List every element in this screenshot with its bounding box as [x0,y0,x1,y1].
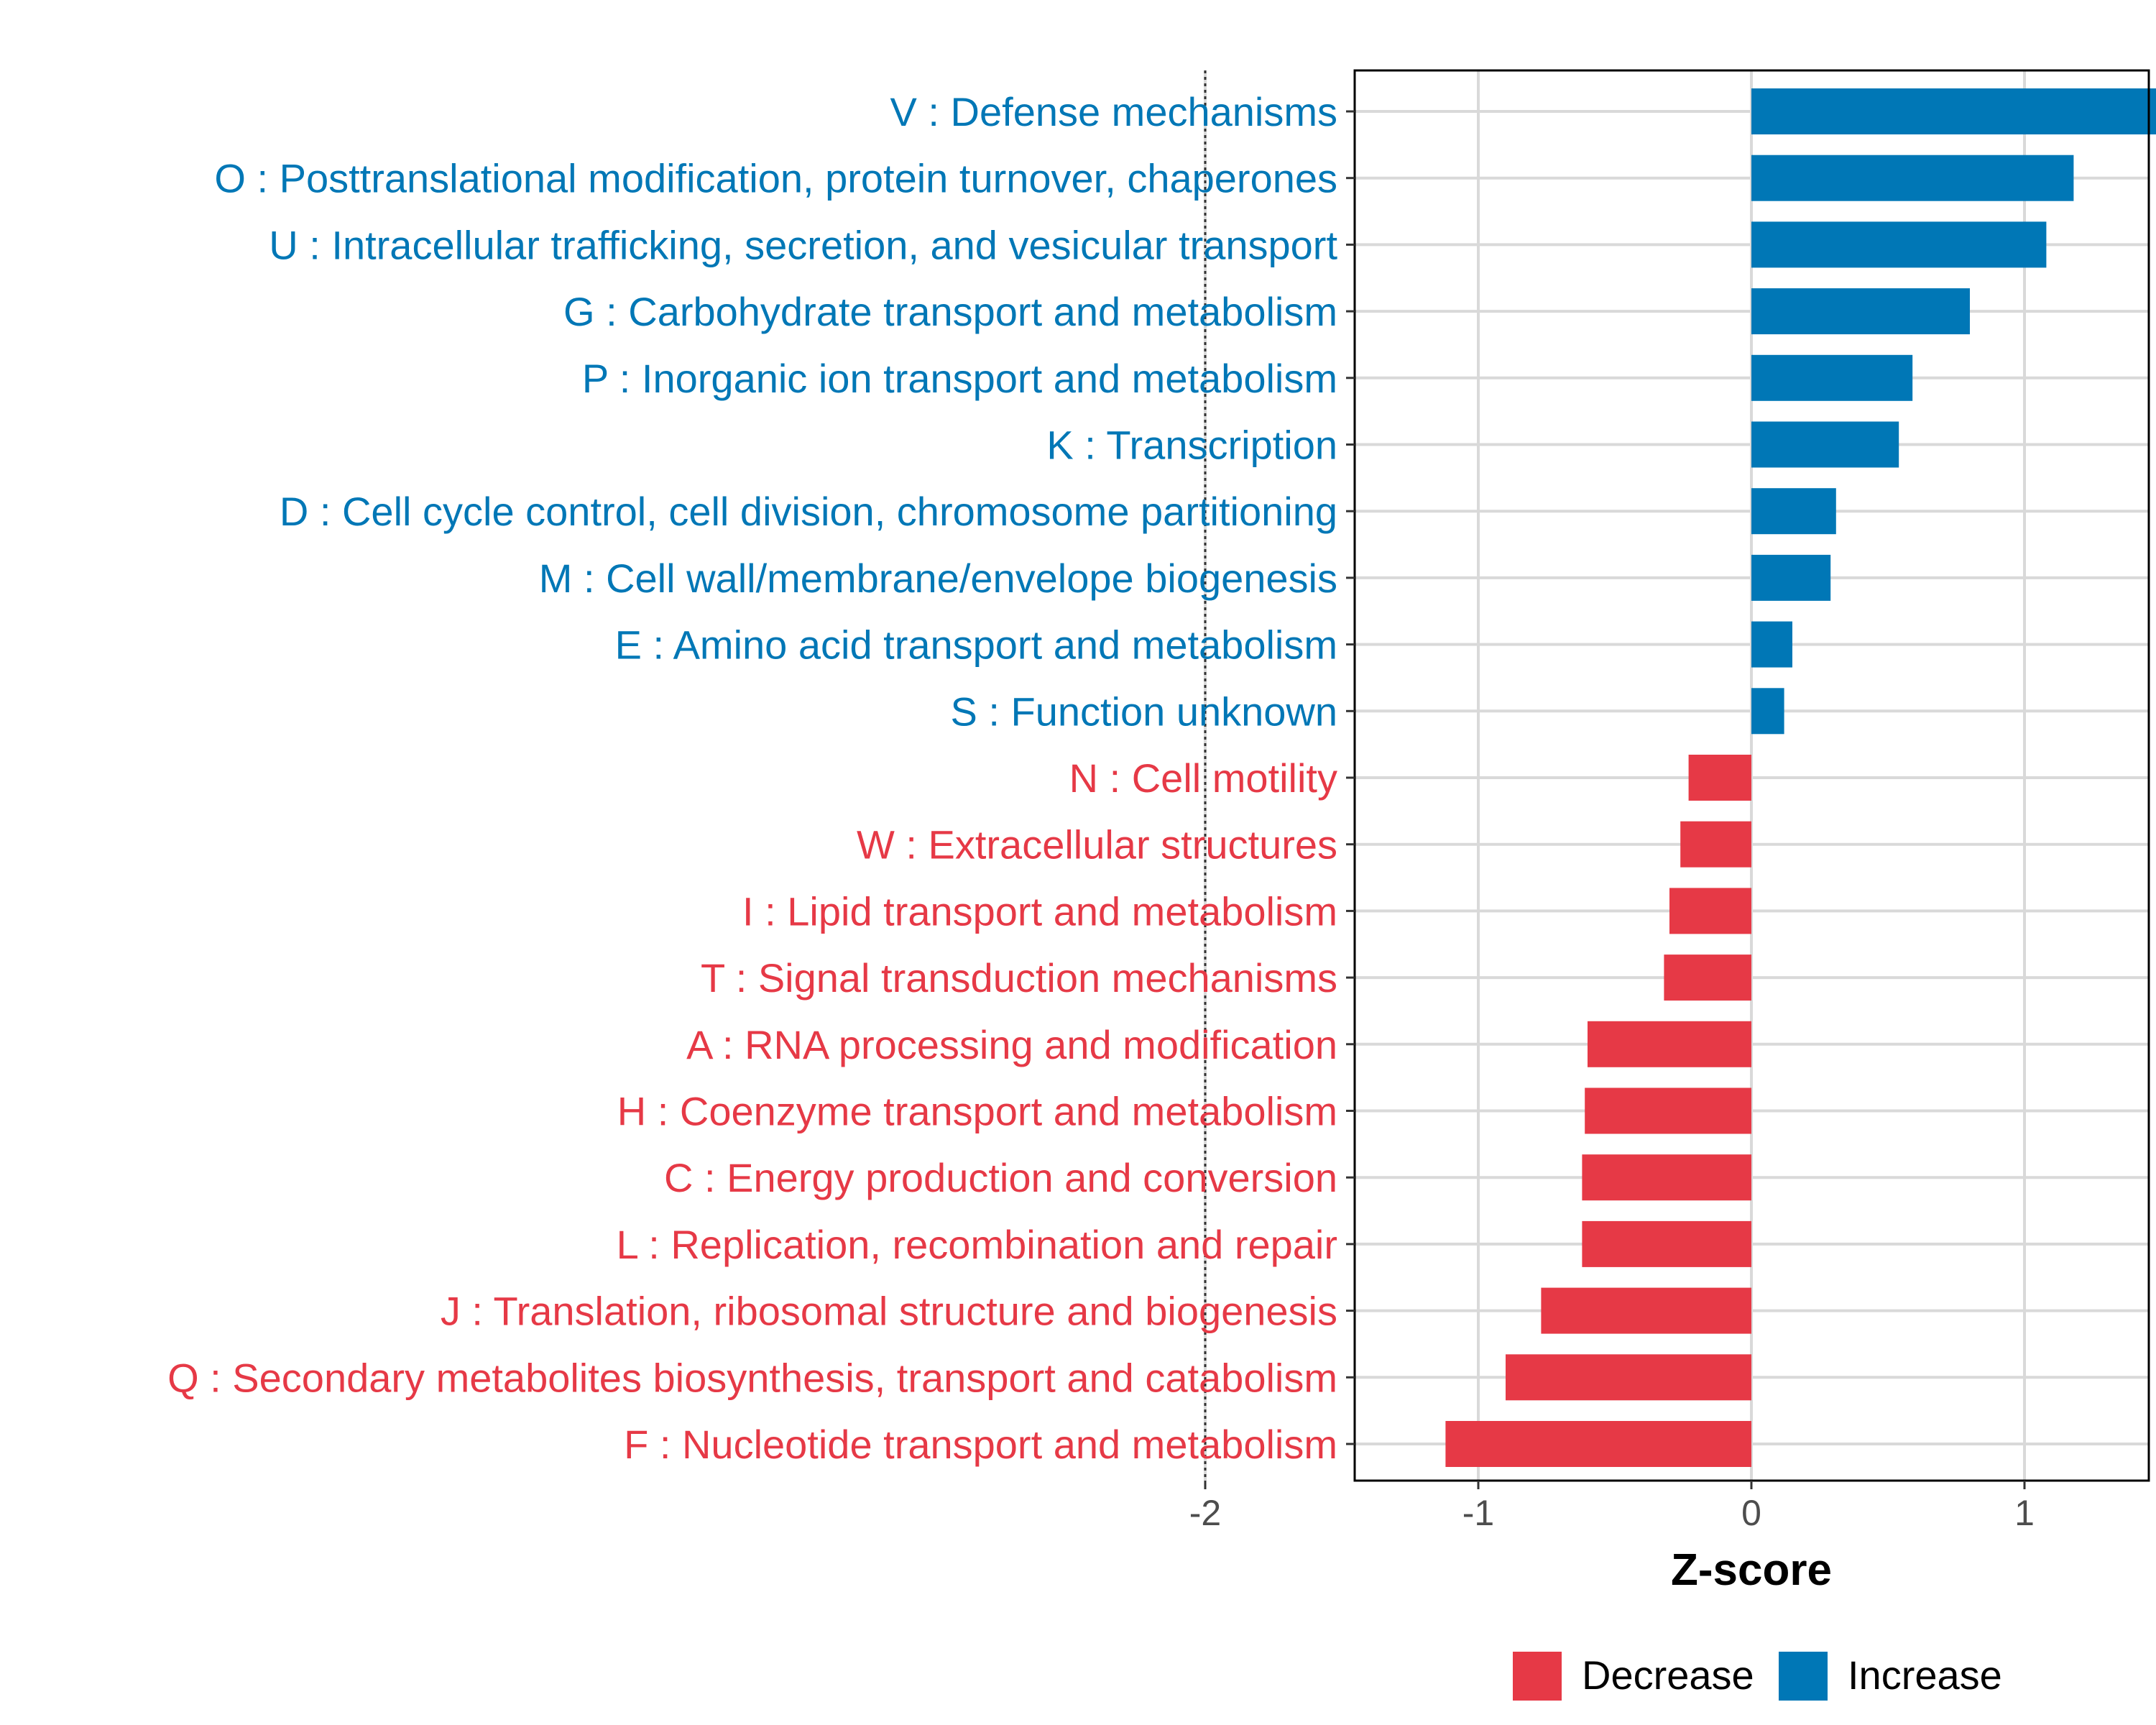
bar-d [1751,488,1836,535]
bar-o [1751,155,2074,201]
category-label: C : Energy production and conversion [664,1155,1337,1200]
bar-l [1582,1220,1751,1267]
legend-label-increase: Increase [1848,1652,2002,1698]
bar-v [1751,88,2156,134]
category-label: S : Function unknown [950,689,1337,734]
bar-t [1664,954,1751,1001]
reference-lines [1204,70,1207,1481]
category-label: K : Transcription [1046,423,1337,468]
bar-w [1680,821,1751,868]
bar-g [1751,288,1970,335]
bar-n [1688,755,1751,801]
category-label: L : Replication, recombination and repai… [617,1222,1337,1267]
category-label: O : Posttranslational modification, prot… [214,156,1337,201]
category-label: T : Signal transduction mechanisms [701,955,1337,1000]
category-label: P : Inorganic ion transport and metaboli… [582,356,1337,401]
category-label: H : Coenzyme transport and metabolism [617,1089,1337,1134]
category-label: D : Cell cycle control, cell division, c… [280,489,1337,534]
bar-u [1751,221,2047,268]
bar-p [1751,354,1913,401]
x-tick-label: -1 [1462,1493,1494,1533]
bars-layer [1445,88,2156,1467]
category-label: G : Carbohydrate transport and metabolis… [563,289,1337,334]
x-axis-title: Z-score [1671,1545,1832,1595]
bar-e [1751,621,1792,668]
bar-q [1506,1354,1751,1401]
category-label: A : RNA processing and modification [686,1022,1337,1067]
bar-h [1585,1087,1751,1134]
category-label: V : Defense mechanisms [890,89,1337,134]
x-tick-label: 0 [1741,1493,1761,1533]
category-label: J : Translation, ribosomal structure and… [441,1289,1337,1334]
bar-m [1751,554,1831,601]
category-label: I : Lipid transport and metabolism [742,888,1337,934]
bar-c [1582,1154,1751,1201]
bar-k [1751,421,1899,468]
bar-j [1541,1287,1751,1334]
x-axis: -2-1012 [1189,1481,2035,1533]
bar-a [1588,1021,1751,1067]
category-label: F : Nucleotide transport and metabolism [624,1422,1337,1467]
legend-label-decrease: Decrease [1582,1652,1754,1698]
category-label: E : Amino acid transport and metabolism [615,622,1337,668]
y-axis: V : Defense mechanisms O : Posttranslatio… [167,89,1355,1467]
bar-i [1669,888,1751,934]
x-tick-label: -2 [1189,1493,1221,1533]
category-label: W : Extracellular structures [857,822,1337,868]
bar-s [1751,688,1784,735]
bar-f [1445,1421,1751,1467]
legend: Decrease Increase [1513,1652,2002,1701]
legend-swatch-decrease [1513,1652,1562,1701]
category-label: N : Cell motility [1069,755,1337,801]
category-label: Q : Secondary metabolites biosynthesis, … [167,1355,1337,1400]
x-tick-label: 1 [2014,1493,2035,1533]
category-label: U : Intracellular trafficking, secretion… [269,222,1337,267]
legend-swatch-increase [1779,1652,1828,1701]
category-label: M : Cell wall/membrane/envelope biogenes… [539,556,1337,601]
